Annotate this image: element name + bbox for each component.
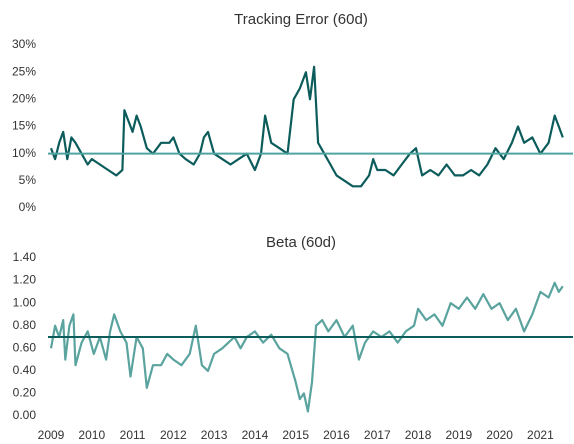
y-tick-label: 0.00 [13,408,37,422]
x-tick-label: 2016 [323,428,350,442]
x-tick-label: 2012 [160,428,187,442]
x-tick-label: 2021 [527,428,554,442]
x-tick-label: 2013 [201,428,228,442]
x-tick-label: 2017 [364,428,391,442]
x-tick-label: 2018 [405,428,432,442]
x-tick-label: 2019 [445,428,472,442]
y-tick-label: 20% [12,92,36,106]
x-tick-label: 2015 [282,428,309,442]
y-tick-label: 1.40 [13,250,37,264]
y-tick-label: 0.80 [13,318,37,332]
y-tick-label: 10% [12,146,36,160]
data-line [49,281,564,413]
y-tick-label: 30% [12,37,36,51]
x-tick-label: 2010 [78,428,105,442]
y-tick-label: 1.20 [13,273,37,287]
y-tick-label: 0.40 [13,363,37,377]
chart-title: Tracking Error (60d) [234,11,368,28]
x-tick-label: 2014 [242,428,269,442]
y-tick-label: 25% [12,64,36,78]
y-tick-label: 0.60 [13,340,37,354]
x-tick-label: 2020 [486,428,513,442]
data-line [49,65,564,188]
y-tick-label: 1.00 [13,295,37,309]
x-tick-label: 2009 [38,428,65,442]
y-tick-label: 0% [19,200,37,214]
chart-title: Beta (60d) [266,234,336,251]
y-tick-label: 5% [19,173,37,187]
y-tick-label: 15% [12,119,36,133]
x-tick-label: 2011 [120,428,146,442]
y-tick-label: 0.20 [13,386,37,400]
